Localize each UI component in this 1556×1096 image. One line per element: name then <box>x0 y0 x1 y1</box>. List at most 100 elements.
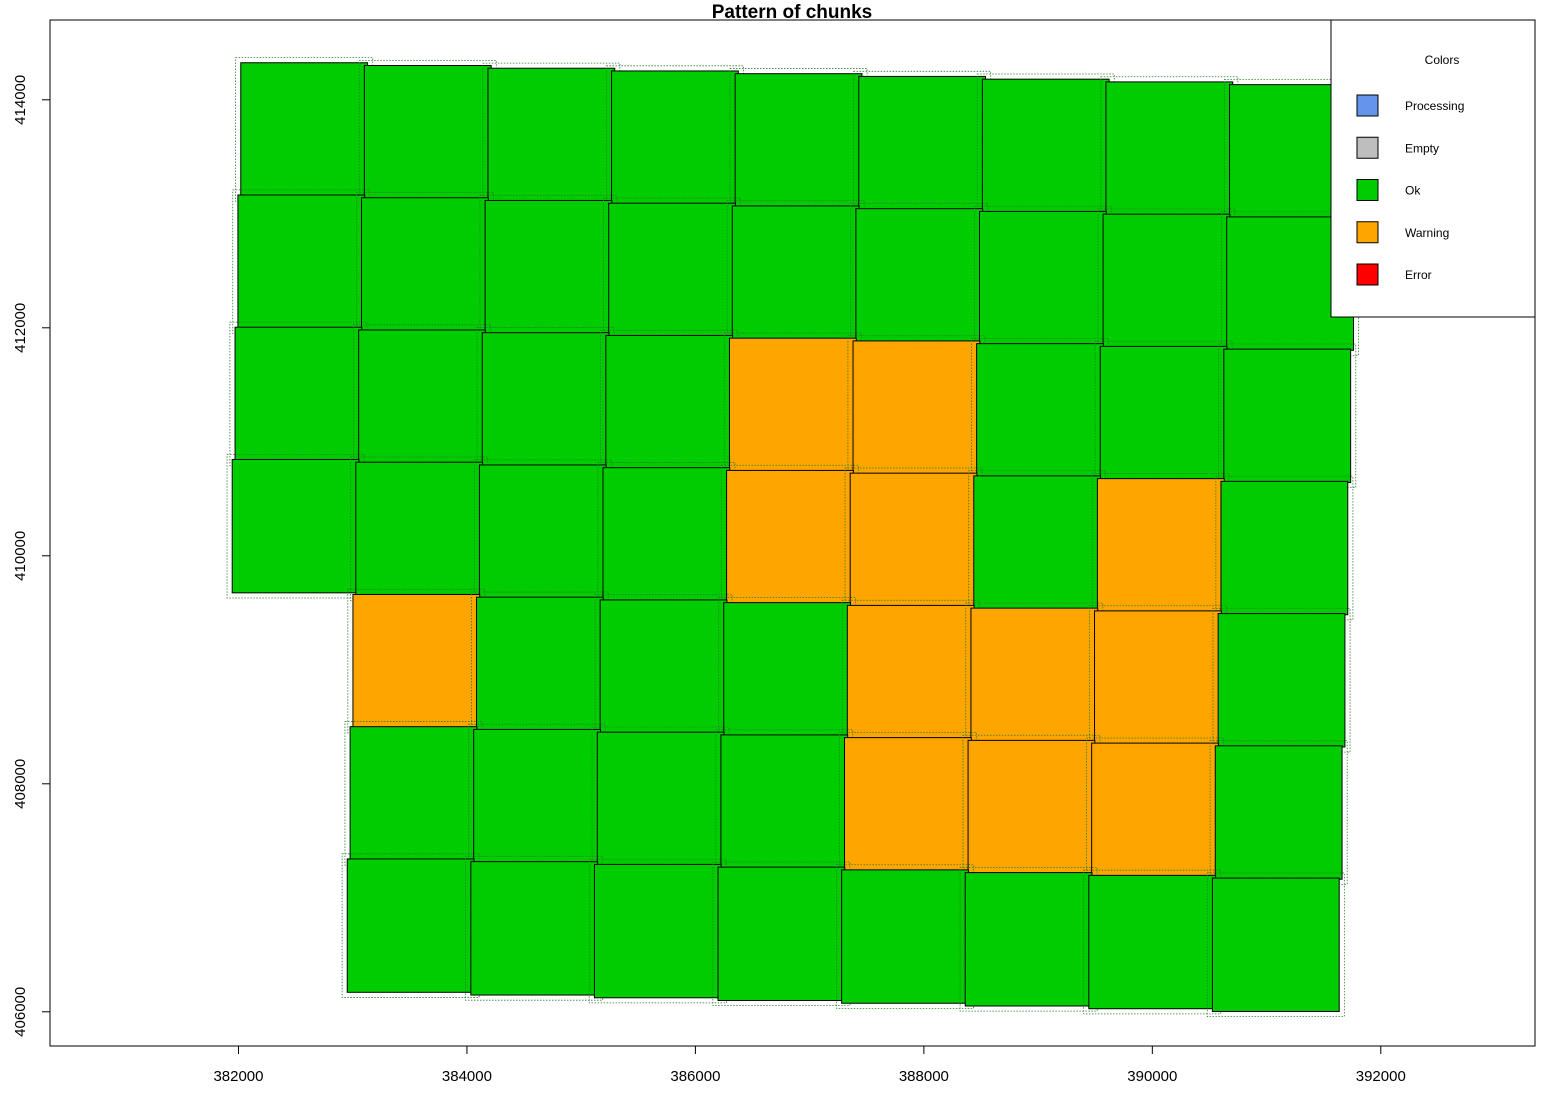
y-axis: 406000 408000 410000 412000 414000 <box>12 75 50 1037</box>
x-tick-label: 390000 <box>1127 1068 1177 1085</box>
chunk <box>232 189 371 334</box>
legend-swatch <box>1356 136 1379 159</box>
chunk-buffer <box>465 856 604 1001</box>
chunk-ok <box>717 866 846 1002</box>
chunk <box>1206 872 1345 1017</box>
x-axis: 382000 384000 386000 388000 390000 392000 <box>213 1046 1406 1085</box>
chunk <box>347 588 486 734</box>
chart-title: Pattern of chunks <box>712 2 872 23</box>
chunk <box>729 68 868 213</box>
chunk-ok <box>720 734 849 869</box>
chunk-ok <box>234 326 363 462</box>
chunk <box>226 453 365 599</box>
legend-swatch <box>1356 179 1379 201</box>
chunk <box>353 324 491 469</box>
chunk <box>591 726 730 872</box>
chunk <box>588 858 727 1004</box>
chunk-ok <box>1217 613 1346 748</box>
chunk <box>976 73 1115 219</box>
chunk <box>968 470 1107 615</box>
chunk <box>1100 76 1239 221</box>
chunk-ok <box>978 210 1107 346</box>
chunk-ok <box>355 461 484 597</box>
chunk-warning <box>726 469 854 605</box>
chunk-ok <box>1088 874 1217 1010</box>
chunk-warning <box>352 593 481 729</box>
chunk-ok <box>1223 348 1352 483</box>
chunk <box>1097 208 1236 354</box>
chunk-ok <box>470 861 599 996</box>
chunk-ok <box>1214 745 1343 880</box>
chunk-ok <box>240 62 369 197</box>
chunk-warning <box>849 472 978 608</box>
legend-swatch <box>1356 263 1379 286</box>
chunk <box>344 721 483 866</box>
legend-swatch <box>1356 221 1379 244</box>
chunk-warning <box>1096 478 1225 613</box>
chunk-ok <box>608 202 736 338</box>
chunk <box>470 591 609 737</box>
plot-frame <box>49 19 1536 1047</box>
y-tick-label: 410000 <box>12 531 29 581</box>
x-tick-label: 392000 <box>1356 1068 1406 1085</box>
chunk-ok <box>964 872 1093 1007</box>
legend-label: Processing <box>1405 99 1464 113</box>
chunk-ok <box>1102 213 1231 349</box>
chunk <box>973 205 1112 351</box>
chunk <box>962 734 1101 880</box>
chunk-ok <box>476 596 604 732</box>
chunk <box>476 327 615 472</box>
legend-label: Ok <box>1405 184 1421 198</box>
chunk <box>465 856 604 1001</box>
chunk <box>838 732 977 877</box>
x-tick-label: 388000 <box>899 1068 949 1085</box>
chunk-ok <box>487 67 616 203</box>
chunk-ok <box>349 726 478 861</box>
chunk-ok <box>605 334 734 470</box>
chunk <box>594 594 733 739</box>
chunk-buffer <box>959 867 1098 1012</box>
chunk <box>712 861 851 1007</box>
legend: Colors Processing Empty Ok Warning Error <box>1330 19 1536 318</box>
chunk <box>1218 343 1357 489</box>
chunk <box>473 459 612 604</box>
chunk <box>836 864 974 1009</box>
chunk <box>606 65 744 210</box>
y-tick-label: 414000 <box>12 75 29 125</box>
chunk <box>850 203 989 348</box>
chunk <box>468 723 607 869</box>
chunk-buffer <box>712 861 851 1007</box>
chunk-buffer <box>1083 869 1222 1015</box>
chunk-ok <box>346 858 475 993</box>
chunk <box>726 200 865 345</box>
x-tick-label: 384000 <box>442 1068 492 1085</box>
y-tick-label: 412000 <box>12 303 29 353</box>
chunk <box>603 197 742 343</box>
chunk-ok <box>734 73 863 208</box>
chunk <box>235 57 374 202</box>
x-tick-label: 382000 <box>213 1068 263 1085</box>
chunk <box>844 467 983 613</box>
chunk-ok <box>981 78 1110 214</box>
chunk-warning <box>967 739 1096 875</box>
chunk <box>853 70 992 216</box>
legend-label: Warning <box>1405 226 1449 240</box>
chunk-ok <box>976 343 1104 478</box>
chunk-ok <box>593 863 722 999</box>
chunk <box>723 332 862 478</box>
chunk <box>721 464 859 610</box>
chunk-ok <box>481 332 610 467</box>
chunk-warning <box>970 607 1099 743</box>
chunk <box>1091 473 1230 618</box>
chunk <box>341 853 480 998</box>
chunk-warning <box>1094 610 1222 745</box>
chunk-ok <box>602 467 731 602</box>
chunk-warning <box>728 337 857 473</box>
chunk <box>1086 737 1225 883</box>
chunk-warning <box>852 340 981 475</box>
chunk-ok <box>731 205 860 340</box>
x-tick-label: 386000 <box>670 1068 720 1085</box>
chunk <box>1209 740 1348 885</box>
chunk-ok <box>1105 81 1234 216</box>
